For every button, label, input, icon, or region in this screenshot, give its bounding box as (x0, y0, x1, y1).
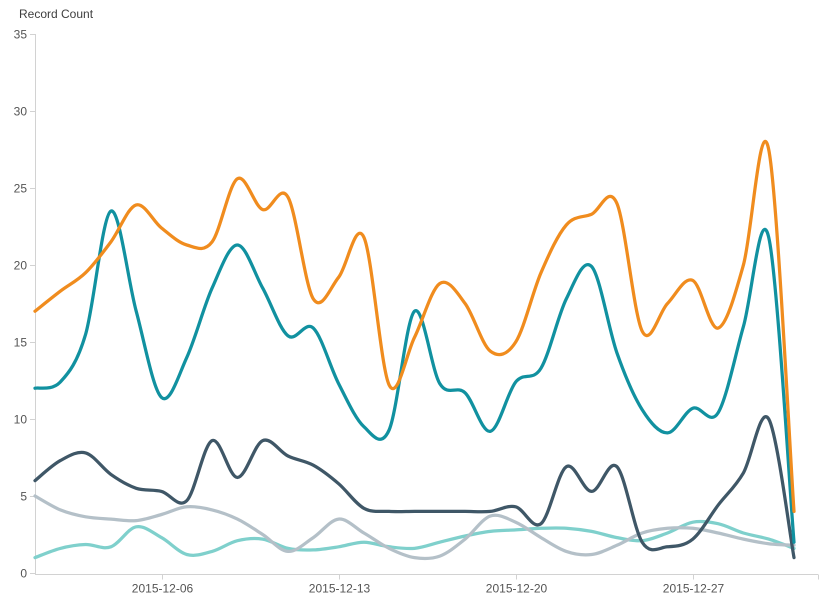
x-tick-label: 2015-12-20 (486, 582, 548, 596)
y-tick-label: 10 (14, 413, 28, 427)
orange-series-line[interactable] (33, 139, 796, 514)
gray-series-line[interactable] (33, 494, 796, 561)
y-tick-label: 0 (20, 567, 27, 581)
y-tick-label: 35 (14, 28, 28, 42)
y-axis-title: Record Count (19, 7, 94, 21)
x-tick-label: 2015-12-06 (132, 582, 194, 596)
y-tick-label: 30 (14, 105, 28, 119)
y-tick-label: 15 (14, 336, 28, 350)
x-tick-label: 2015-12-27 (663, 582, 725, 596)
y-tick-label: 25 (14, 182, 28, 196)
y-tick-label: 20 (14, 259, 28, 273)
y-tick-label: 5 (20, 490, 27, 504)
pale-cyan-series-line[interactable] (33, 519, 796, 560)
x-tick-label: 2015-12-13 (309, 582, 371, 596)
teal-series-line[interactable] (33, 209, 796, 544)
dark-slate-series-line[interactable] (33, 415, 796, 560)
